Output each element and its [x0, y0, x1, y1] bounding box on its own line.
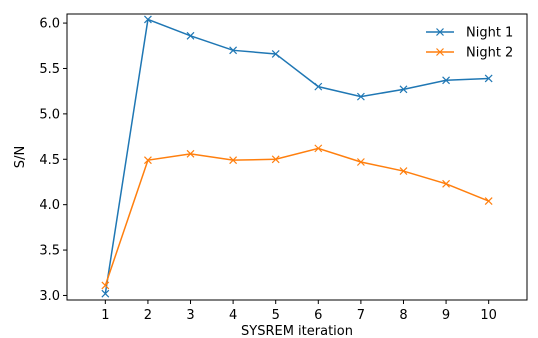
x-tick-label: 8: [399, 308, 407, 323]
data-point-night-2: [186, 149, 195, 158]
data-point-night-2: [442, 179, 450, 188]
y-tick-label: 4.0: [39, 198, 60, 213]
data-point-night-2: [356, 158, 365, 166]
x-tick-label: 4: [229, 308, 237, 323]
x-tick-label: 5: [272, 308, 280, 323]
series-line-night-2: [104, 147, 489, 286]
legend: Night 1 Night 2: [426, 26, 513, 61]
data-point-night-1: [484, 74, 493, 83]
data-point-night-2: [484, 197, 493, 205]
legend-label: Night 1: [466, 26, 513, 41]
x-tick-label: 9: [442, 308, 450, 323]
legend-item-night-1: Night 1: [426, 26, 513, 41]
x-tick-label: 1: [101, 308, 109, 323]
data-point-night-1: [314, 82, 323, 91]
data-point-night-1: [399, 85, 408, 94]
data-point-night-1: [271, 50, 280, 58]
data-point-night-2: [101, 281, 110, 290]
y-tick-label: 3.5: [39, 244, 60, 259]
data-point-night-2: [271, 155, 280, 164]
legend-label: Night 2: [466, 46, 513, 61]
data-point-night-1: [229, 46, 238, 55]
series-line-night-1: [104, 18, 489, 294]
data-point-night-1: [356, 92, 365, 101]
axes: 1 2 3 4 5 6 7 8 9 10 3.0 3.5 4.0 4.5 5.0 5.5 6.0: [39, 17, 497, 323]
x-tick-label: 10: [480, 308, 497, 323]
x-axis-label: SYSREM iteration: [241, 324, 353, 338]
data-point-night-2: [144, 156, 152, 165]
x-tick-label: 3: [186, 308, 194, 323]
y-tick-label: 5.5: [39, 62, 60, 77]
data-point-night-2: [399, 167, 408, 175]
data-point-night-1: [101, 289, 110, 298]
plot-frame: [66, 13, 528, 301]
data-point-night-2: [229, 156, 238, 165]
legend-marker: [436, 48, 444, 56]
y-tick-label: 3.0: [39, 289, 60, 304]
legend-marker: [436, 28, 444, 36]
y-tick-label: 6.0: [39, 17, 60, 32]
y-axis-label: S/N: [13, 146, 28, 168]
data-point-night-1: [442, 76, 450, 85]
data-point-night-1: [144, 15, 152, 24]
x-tick-label: 2: [144, 308, 152, 323]
x-tick-label: 7: [357, 308, 365, 323]
x-tick-label: 6: [314, 308, 322, 323]
y-tick-label: 5.0: [39, 107, 60, 122]
legend-item-night-2: Night 2: [426, 46, 513, 61]
data-point-night-1: [186, 31, 195, 40]
plot-area: [101, 15, 493, 298]
data-point-night-2: [314, 144, 323, 153]
y-tick-label: 4.5: [39, 153, 60, 168]
